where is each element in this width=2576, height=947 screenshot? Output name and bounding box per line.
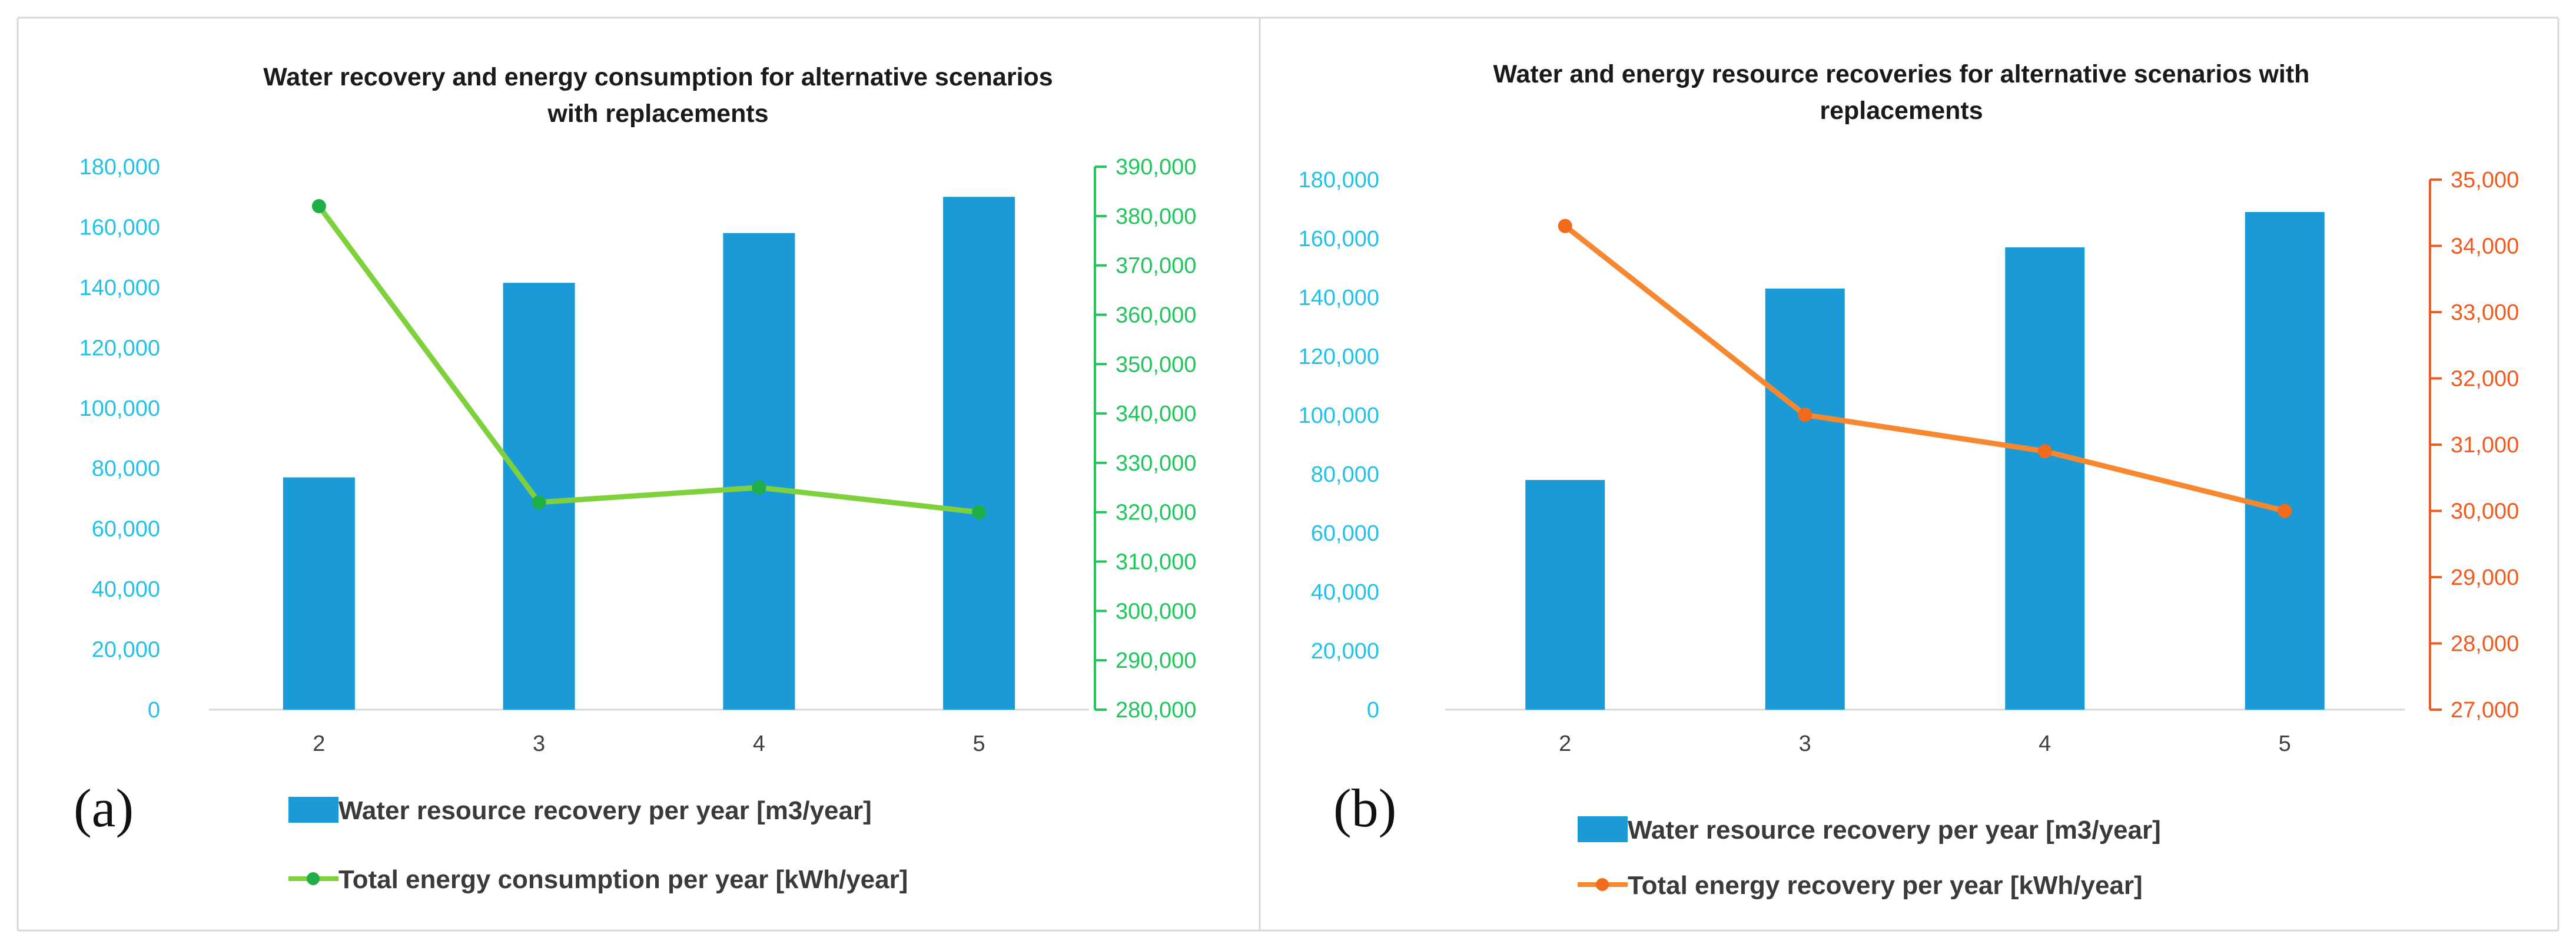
right-y-tick-label: 330,000: [1116, 451, 1196, 476]
line-point: [1558, 218, 1572, 233]
line-series: [1563, 224, 2286, 514]
x-tick-label: 3: [533, 731, 545, 756]
right-y-tick-label: 30,000: [2451, 499, 2519, 524]
right-y-tick-label: 300,000: [1116, 599, 1196, 624]
left-y-tick-label: 60,000: [92, 517, 160, 542]
left-y-tick-label: 80,000: [92, 456, 160, 481]
left-y-tick-label: 60,000: [1311, 521, 1379, 546]
legend-line-label: Total energy consumption per year [kWh/y…: [338, 865, 908, 894]
bar: [1765, 289, 1845, 710]
x-tick-label: 2: [1559, 731, 1571, 756]
chart-title-line: with replacements: [547, 100, 768, 128]
legend-bar-label: Water resource recovery per year [m3/yea…: [1628, 816, 2161, 845]
line-series: [317, 204, 980, 515]
right-y-tick-label: 380,000: [1116, 204, 1196, 229]
right-y-tick-label: 28,000: [2451, 632, 2519, 657]
x-tick-label: 5: [973, 731, 985, 756]
left-y-tick-label: 120,000: [79, 336, 160, 360]
line-point: [532, 495, 546, 509]
left-y-tick-label: 0: [1367, 698, 1379, 723]
legend-bar-label: Water resource recovery per year [m3/yea…: [338, 796, 872, 825]
x-tick-label: 4: [753, 731, 765, 756]
left-y-tick-label: 20,000: [92, 638, 160, 663]
right-y-tick-label: 350,000: [1116, 352, 1196, 377]
left-y-tick-label: 80,000: [1311, 462, 1379, 487]
bar: [2005, 247, 2085, 710]
left-y-tick-label: 100,000: [79, 396, 160, 421]
right-y-tick-label: 290,000: [1116, 648, 1196, 673]
right-y-tick-label: 340,000: [1116, 402, 1196, 426]
right-y-tick-label: 280,000: [1116, 698, 1196, 723]
line-point: [2037, 444, 2052, 459]
left-y-tick-label: 0: [148, 698, 160, 723]
left-y-tick-label: 160,000: [79, 215, 160, 240]
panel-label: (b): [1333, 778, 1396, 838]
bar: [723, 233, 795, 710]
bar: [1525, 480, 1605, 710]
right-y-tick-label: 35,000: [2451, 168, 2519, 193]
chart-title-line: Water and energy resource recoveries for…: [1493, 60, 2310, 88]
right-y-tick-label: 34,000: [2451, 234, 2519, 259]
line-point: [2278, 504, 2292, 518]
x-tick-label: 3: [1799, 731, 1811, 756]
line-point: [311, 199, 326, 214]
left-y-tick-label: 40,000: [1311, 580, 1379, 605]
chart-title-line: replacements: [1820, 97, 1983, 125]
right-y-tick-label: 360,000: [1116, 303, 1196, 327]
left-y-tick-label: 100,000: [1299, 403, 1379, 428]
x-tick-label: 5: [2279, 731, 2291, 756]
right-y-tick-label: 31,000: [2451, 433, 2519, 458]
left-y-tick-label: 140,000: [79, 276, 160, 300]
chart-title-line: Water recovery and energy consumption fo…: [263, 63, 1053, 91]
left-y-tick-label: 180,000: [79, 155, 160, 180]
panel-label: (a): [74, 778, 134, 838]
legend-bar-swatch: [1578, 816, 1628, 842]
right-y-tick-label: 370,000: [1116, 254, 1196, 279]
chart-panel-b: Water and energy resource recoveries for…: [1299, 60, 2519, 900]
left-y-tick-label: 40,000: [92, 577, 160, 602]
legend-line-label: Total energy recovery per year [kWh/year…: [1628, 871, 2143, 900]
left-y-tick-label: 120,000: [1299, 345, 1379, 369]
left-y-tick-label: 20,000: [1311, 639, 1379, 664]
left-y-tick-label: 180,000: [1299, 168, 1379, 193]
bar: [2245, 212, 2325, 710]
x-tick-label: 2: [313, 731, 325, 756]
legend-bar-swatch: [288, 797, 338, 823]
right-y-tick-label: 310,000: [1116, 550, 1196, 575]
line-point: [972, 505, 987, 519]
line-point: [1798, 408, 1813, 422]
x-tick-label: 4: [2039, 731, 2051, 756]
right-y-tick-label: 32,000: [2451, 367, 2519, 392]
chart-panel-a: Water recovery and energy consumption fo…: [74, 63, 1196, 894]
line-point: [752, 480, 766, 495]
right-y-tick-label: 320,000: [1116, 501, 1196, 525]
right-y-tick-label: 390,000: [1116, 155, 1196, 180]
left-y-tick-label: 140,000: [1299, 286, 1379, 310]
right-y-tick-label: 27,000: [2451, 698, 2519, 723]
legend-line-marker: [1596, 878, 1609, 891]
right-y-tick-label: 29,000: [2451, 565, 2519, 590]
right-y-tick-label: 33,000: [2451, 300, 2519, 325]
legend-line-marker: [307, 872, 320, 885]
left-y-tick-label: 160,000: [1299, 227, 1379, 251]
bar: [283, 477, 355, 710]
bar: [943, 197, 1015, 710]
